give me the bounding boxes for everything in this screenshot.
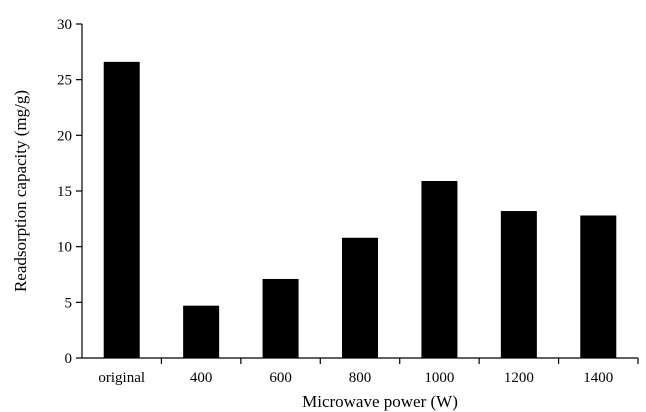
x-tick-label: 1400 — [583, 370, 613, 386]
bar-1000 — [421, 180, 458, 358]
x-tick-label: original — [98, 370, 145, 386]
bars-group — [103, 61, 617, 358]
y-tick-label: 30 — [57, 17, 72, 33]
bar-1400 — [580, 215, 617, 358]
bar-600 — [262, 278, 299, 358]
x-axis-ticks: original 400 600 800 1000 1200 1400 — [98, 358, 639, 386]
bar-800 — [342, 237, 378, 358]
x-tick-label: 1000 — [424, 370, 454, 386]
y-tick-label: 15 — [57, 184, 72, 200]
x-tick-label: 400 — [190, 370, 213, 386]
y-tick-label: 0 — [65, 351, 73, 367]
x-tick-label: 1200 — [504, 370, 534, 386]
bar-1200 — [500, 211, 537, 358]
y-tick-label: 25 — [57, 73, 72, 89]
bar-original — [103, 61, 140, 358]
y-axis-label: Readsorption capacity (mg/g) — [11, 90, 30, 292]
y-tick-label: 5 — [65, 295, 73, 311]
x-tick-label: 600 — [269, 370, 292, 386]
y-tick-label: 20 — [57, 128, 72, 144]
bar-400 — [183, 305, 220, 358]
x-axis-label: Microwave power (W) — [302, 392, 458, 411]
y-tick-label: 10 — [57, 240, 72, 256]
x-tick-label: 800 — [349, 370, 372, 386]
y-axis-ticks: 0 5 10 15 20 25 30 — [57, 17, 82, 367]
